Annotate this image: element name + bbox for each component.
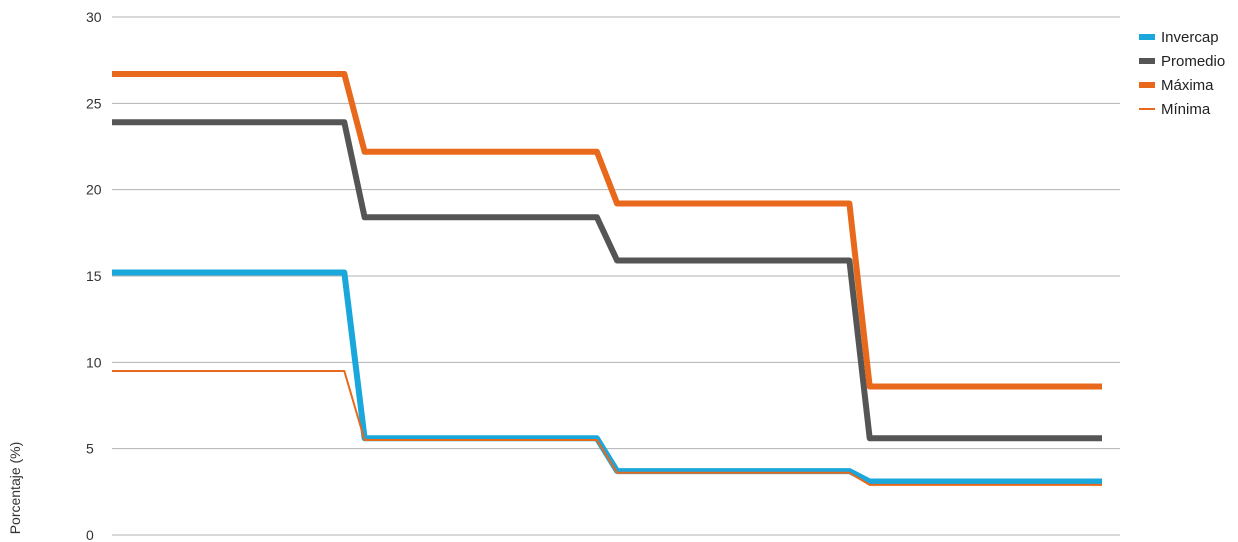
series-lines (112, 71, 1102, 486)
y-tick-label-30: 30 (86, 9, 102, 25)
y-tick-label-0: 0 (86, 527, 94, 542)
legend-swatch-mínima (1139, 108, 1155, 110)
series-line-máxima (112, 71, 1102, 390)
series-line-invercap (112, 269, 1102, 485)
legend-label-invercap: Invercap (1161, 29, 1219, 46)
legend-swatch-máxima (1139, 82, 1155, 88)
legend-swatch-invercap (1139, 34, 1155, 40)
series-line-promedio (112, 119, 1102, 442)
legend-swatch-promedio (1139, 58, 1155, 64)
legend-label-mínima: Mínima (1161, 101, 1211, 118)
y-tick-label-25: 25 (86, 95, 102, 111)
y-tick-label-5: 5 (86, 441, 94, 457)
y-tick-label-15: 15 (86, 268, 102, 284)
series-line-mínima (112, 370, 1102, 486)
y-axis-label: Porcentaje (%) (7, 442, 23, 535)
y-tick-label-10: 10 (86, 354, 102, 370)
y-tick-labels: 0 5 10 15 20 25 30 (86, 9, 102, 542)
legend-label-promedio: Promedio (1161, 53, 1225, 70)
legend-label-máxima: Máxima (1161, 77, 1214, 94)
grid-lines (112, 16, 1120, 536)
y-tick-label-20: 20 (86, 182, 102, 198)
legend: Invercap Promedio Máxima Mínima (1139, 29, 1225, 118)
